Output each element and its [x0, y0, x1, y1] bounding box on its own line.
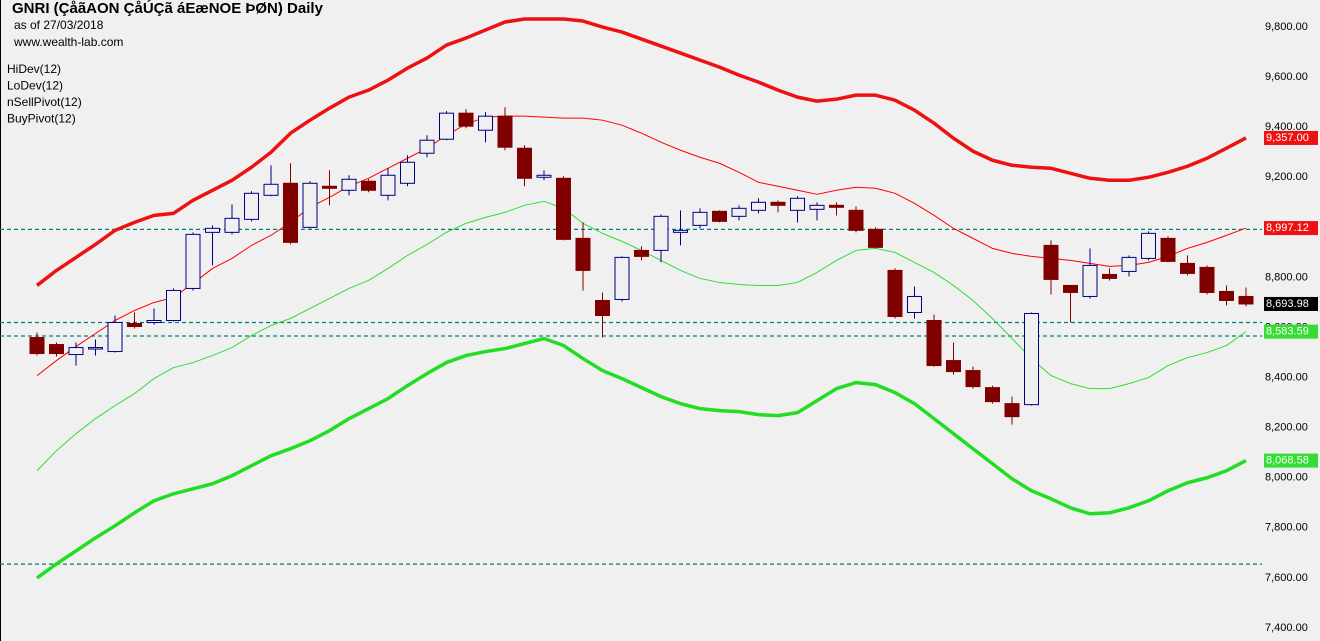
candle-body	[127, 323, 142, 328]
candle-body	[985, 387, 1000, 403]
candle-body	[731, 207, 747, 217]
candle-body	[1102, 273, 1117, 279]
y-tick-label: 9,200.00	[1265, 171, 1308, 183]
price-label: 8,068.58	[1266, 454, 1309, 466]
price-label: 8,583.59	[1266, 326, 1309, 338]
y-tick-label: 8,200.00	[1265, 422, 1308, 434]
candle-body	[380, 174, 396, 196]
candle-body	[49, 344, 64, 355]
legend-entry: BuyPivot(12)	[7, 112, 76, 126]
candle-body	[653, 215, 669, 251]
candle-body	[1199, 266, 1215, 293]
y-tick-label: 9,400.00	[1265, 121, 1308, 133]
price-label: 9,357.00	[1266, 132, 1309, 144]
price-label: 8,997.12	[1266, 222, 1309, 234]
candle-body	[1160, 237, 1176, 262]
y-tick-label: 7,400.00	[1265, 622, 1308, 634]
candle-body	[809, 204, 825, 210]
legend-entry: HiDev(12)	[7, 62, 61, 76]
candle-body	[848, 209, 864, 231]
candle-body	[478, 115, 493, 131]
candle-body	[751, 201, 766, 211]
y-tick-label: 8,000.00	[1265, 472, 1308, 484]
candle-body	[419, 139, 435, 154]
candle-body	[1063, 284, 1078, 293]
candle-body	[1004, 403, 1020, 418]
candle-body	[88, 347, 103, 350]
candle-body	[1024, 312, 1039, 406]
source: www.wealth-lab.com	[13, 35, 123, 49]
chart-title: GNRI (ÇåãAON ÇåÚÇã áEæNOE ÞØN) Daily	[12, 0, 324, 17]
subtitle: as of 27/03/2018	[14, 18, 104, 32]
candle-body	[1141, 232, 1156, 259]
candle-body	[166, 289, 181, 321]
y-tick-label: 9,800.00	[1265, 21, 1308, 33]
candle-body	[341, 178, 357, 191]
candle-body	[868, 228, 883, 248]
candle-body	[361, 180, 376, 191]
candle-body	[1219, 290, 1234, 301]
candle-body	[1238, 295, 1254, 305]
price-label-box	[1264, 130, 1318, 145]
y-tick-label: 7,800.00	[1265, 522, 1308, 534]
legend-entry: LoDev(12)	[7, 79, 63, 93]
candle-body	[302, 182, 318, 228]
candle-body	[400, 161, 415, 184]
candle-body	[1043, 244, 1059, 280]
candle-body	[322, 185, 337, 189]
candle-body	[575, 237, 591, 271]
candle-body	[965, 370, 981, 388]
indicator-line	[35, 336, 1247, 580]
candle-body	[185, 233, 201, 289]
candle-body	[1082, 264, 1098, 297]
candle-body	[692, 211, 708, 226]
legend-entry: nSellPivot(12)	[7, 95, 82, 109]
candle-body	[439, 112, 454, 140]
candle-body	[946, 360, 961, 373]
candle-body	[556, 177, 571, 240]
candle-body	[1121, 256, 1137, 272]
candle-body	[770, 201, 786, 206]
candle-body	[790, 197, 805, 211]
y-tick-label: 9,600.00	[1265, 71, 1308, 83]
candle-body	[68, 347, 84, 356]
candle-body	[29, 337, 45, 355]
candle-body	[224, 217, 240, 233]
candle-body	[614, 256, 630, 300]
candle-body	[712, 210, 727, 222]
price-label-box	[1264, 296, 1318, 311]
candle-body	[907, 295, 922, 313]
price-label-box	[1264, 221, 1318, 236]
candle-body	[205, 227, 220, 233]
candle-body	[517, 147, 532, 179]
candle-body	[887, 269, 903, 317]
candle-body	[829, 204, 844, 208]
plot-area	[0, 17, 1262, 580]
candle-body	[283, 182, 298, 243]
price-label-box	[1264, 453, 1318, 468]
candle-body	[595, 299, 610, 316]
y-tick-label: 7,600.00	[1265, 572, 1308, 584]
candle-body	[458, 112, 474, 127]
price-label: 8,693.98	[1266, 298, 1309, 310]
candle-body	[673, 229, 688, 233]
indicator-line	[35, 17, 1247, 287]
y-tick-label: 8,800.00	[1265, 271, 1308, 283]
candle-body	[497, 115, 513, 148]
candle-body	[536, 174, 552, 178]
candle-body	[146, 320, 162, 324]
candle-body	[1180, 262, 1195, 274]
candle-body	[244, 192, 259, 220]
candle-body	[107, 322, 123, 353]
price-label-box	[1264, 324, 1318, 339]
y-tick-label: 8,400.00	[1265, 371, 1308, 383]
candle-body	[634, 249, 649, 257]
candle-body	[926, 320, 942, 367]
candle-body	[263, 183, 279, 196]
